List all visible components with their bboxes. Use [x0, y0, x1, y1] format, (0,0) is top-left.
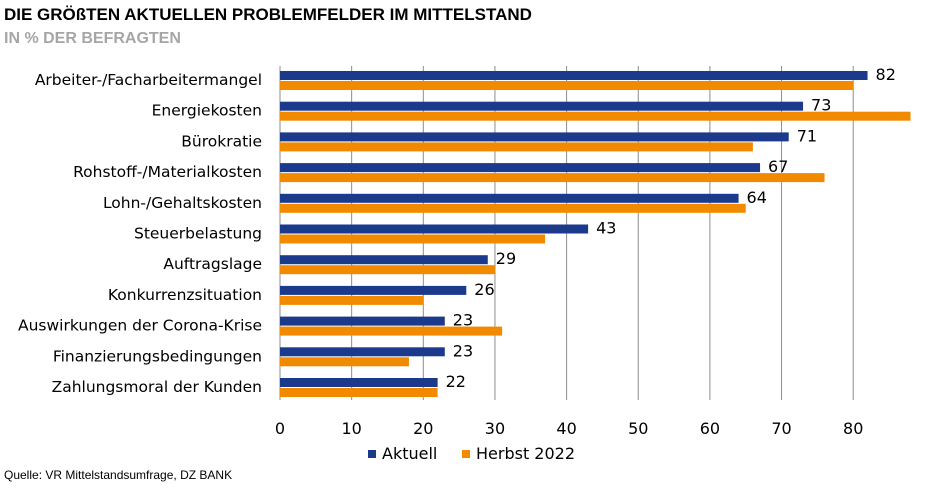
bar-herbst-2022	[280, 173, 825, 183]
category-label: Konkurrenzsituation	[108, 286, 262, 304]
legend-label: Herbst 2022	[476, 444, 575, 463]
bar-herbst-2022	[280, 295, 424, 305]
bar-herbst-2022	[280, 81, 854, 90]
bar-aktuell	[280, 224, 589, 234]
data-label: 64	[747, 188, 767, 207]
legend-marker	[462, 450, 470, 458]
bar-herbst-2022	[280, 357, 409, 367]
data-label: 71	[797, 126, 817, 145]
bar-aktuell	[280, 255, 488, 265]
chart-subtitle: IN % DER BEFRAGTEN	[4, 30, 181, 47]
bar-herbst-2022	[280, 203, 746, 213]
data-label: 82	[876, 65, 896, 84]
bar-aktuell	[280, 316, 445, 326]
x-tick-label: 70	[771, 419, 791, 438]
category-label: Arbeiter-/Facharbeitermangel	[35, 71, 262, 89]
data-label: 23	[453, 341, 473, 360]
x-tick-label: 0	[275, 419, 285, 438]
bar-aktuell	[280, 71, 868, 80]
bar-herbst-2022	[280, 234, 546, 244]
bar-herbst-2022	[280, 265, 495, 275]
bar-aktuell	[280, 378, 438, 387]
x-tick-label: 80	[843, 419, 863, 438]
category-label: Energiekosten	[152, 102, 262, 120]
data-label: 43	[596, 219, 616, 238]
source-note: Quelle: VR Mittelstandsumfrage, DZ BANK	[4, 468, 233, 482]
data-label: 29	[496, 249, 516, 268]
data-label: 26	[474, 280, 494, 299]
legend-label: Aktuell	[382, 444, 437, 463]
bar-aktuell	[280, 193, 739, 203]
bar-herbst-2022	[280, 326, 503, 336]
x-tick-label: 10	[341, 419, 361, 438]
legend-marker	[368, 450, 376, 458]
bar-herbst-2022	[280, 388, 438, 397]
category-label: Rohstoff-/Materialkosten	[73, 163, 262, 181]
category-label: Steuerbelastung	[134, 225, 262, 243]
category-label: Auswirkungen der Corona-Krise	[18, 317, 262, 335]
data-label: 67	[768, 157, 788, 176]
bar-aktuell	[280, 101, 804, 111]
category-label: Zahlungsmoral der Kunden	[52, 378, 262, 396]
x-tick-label: 50	[628, 419, 648, 438]
bar-herbst-2022	[280, 142, 753, 152]
category-label: Auftragslage	[163, 255, 262, 273]
data-label: 73	[811, 96, 831, 115]
bar-aktuell	[280, 285, 467, 295]
x-tick-label: 20	[413, 419, 433, 438]
category-label: Lohn-/Gehaltskosten	[103, 194, 262, 212]
x-tick-label: 30	[485, 419, 505, 438]
data-label: 23	[453, 311, 473, 330]
category-label: Finanzierungsbedingungen	[53, 347, 262, 365]
bar-aktuell	[280, 163, 761, 173]
bar-aktuell	[280, 347, 445, 357]
category-label: Bürokratie	[181, 132, 262, 150]
x-tick-label: 60	[700, 419, 720, 438]
data-label: 22	[446, 372, 466, 391]
bar-aktuell	[280, 132, 789, 142]
x-tick-label: 40	[556, 419, 576, 438]
chart-title: DIE GRÖßTEN AKTUELLEN PROBLEMFELDER IM M…	[4, 5, 532, 24]
bar-herbst-2022	[280, 111, 911, 121]
